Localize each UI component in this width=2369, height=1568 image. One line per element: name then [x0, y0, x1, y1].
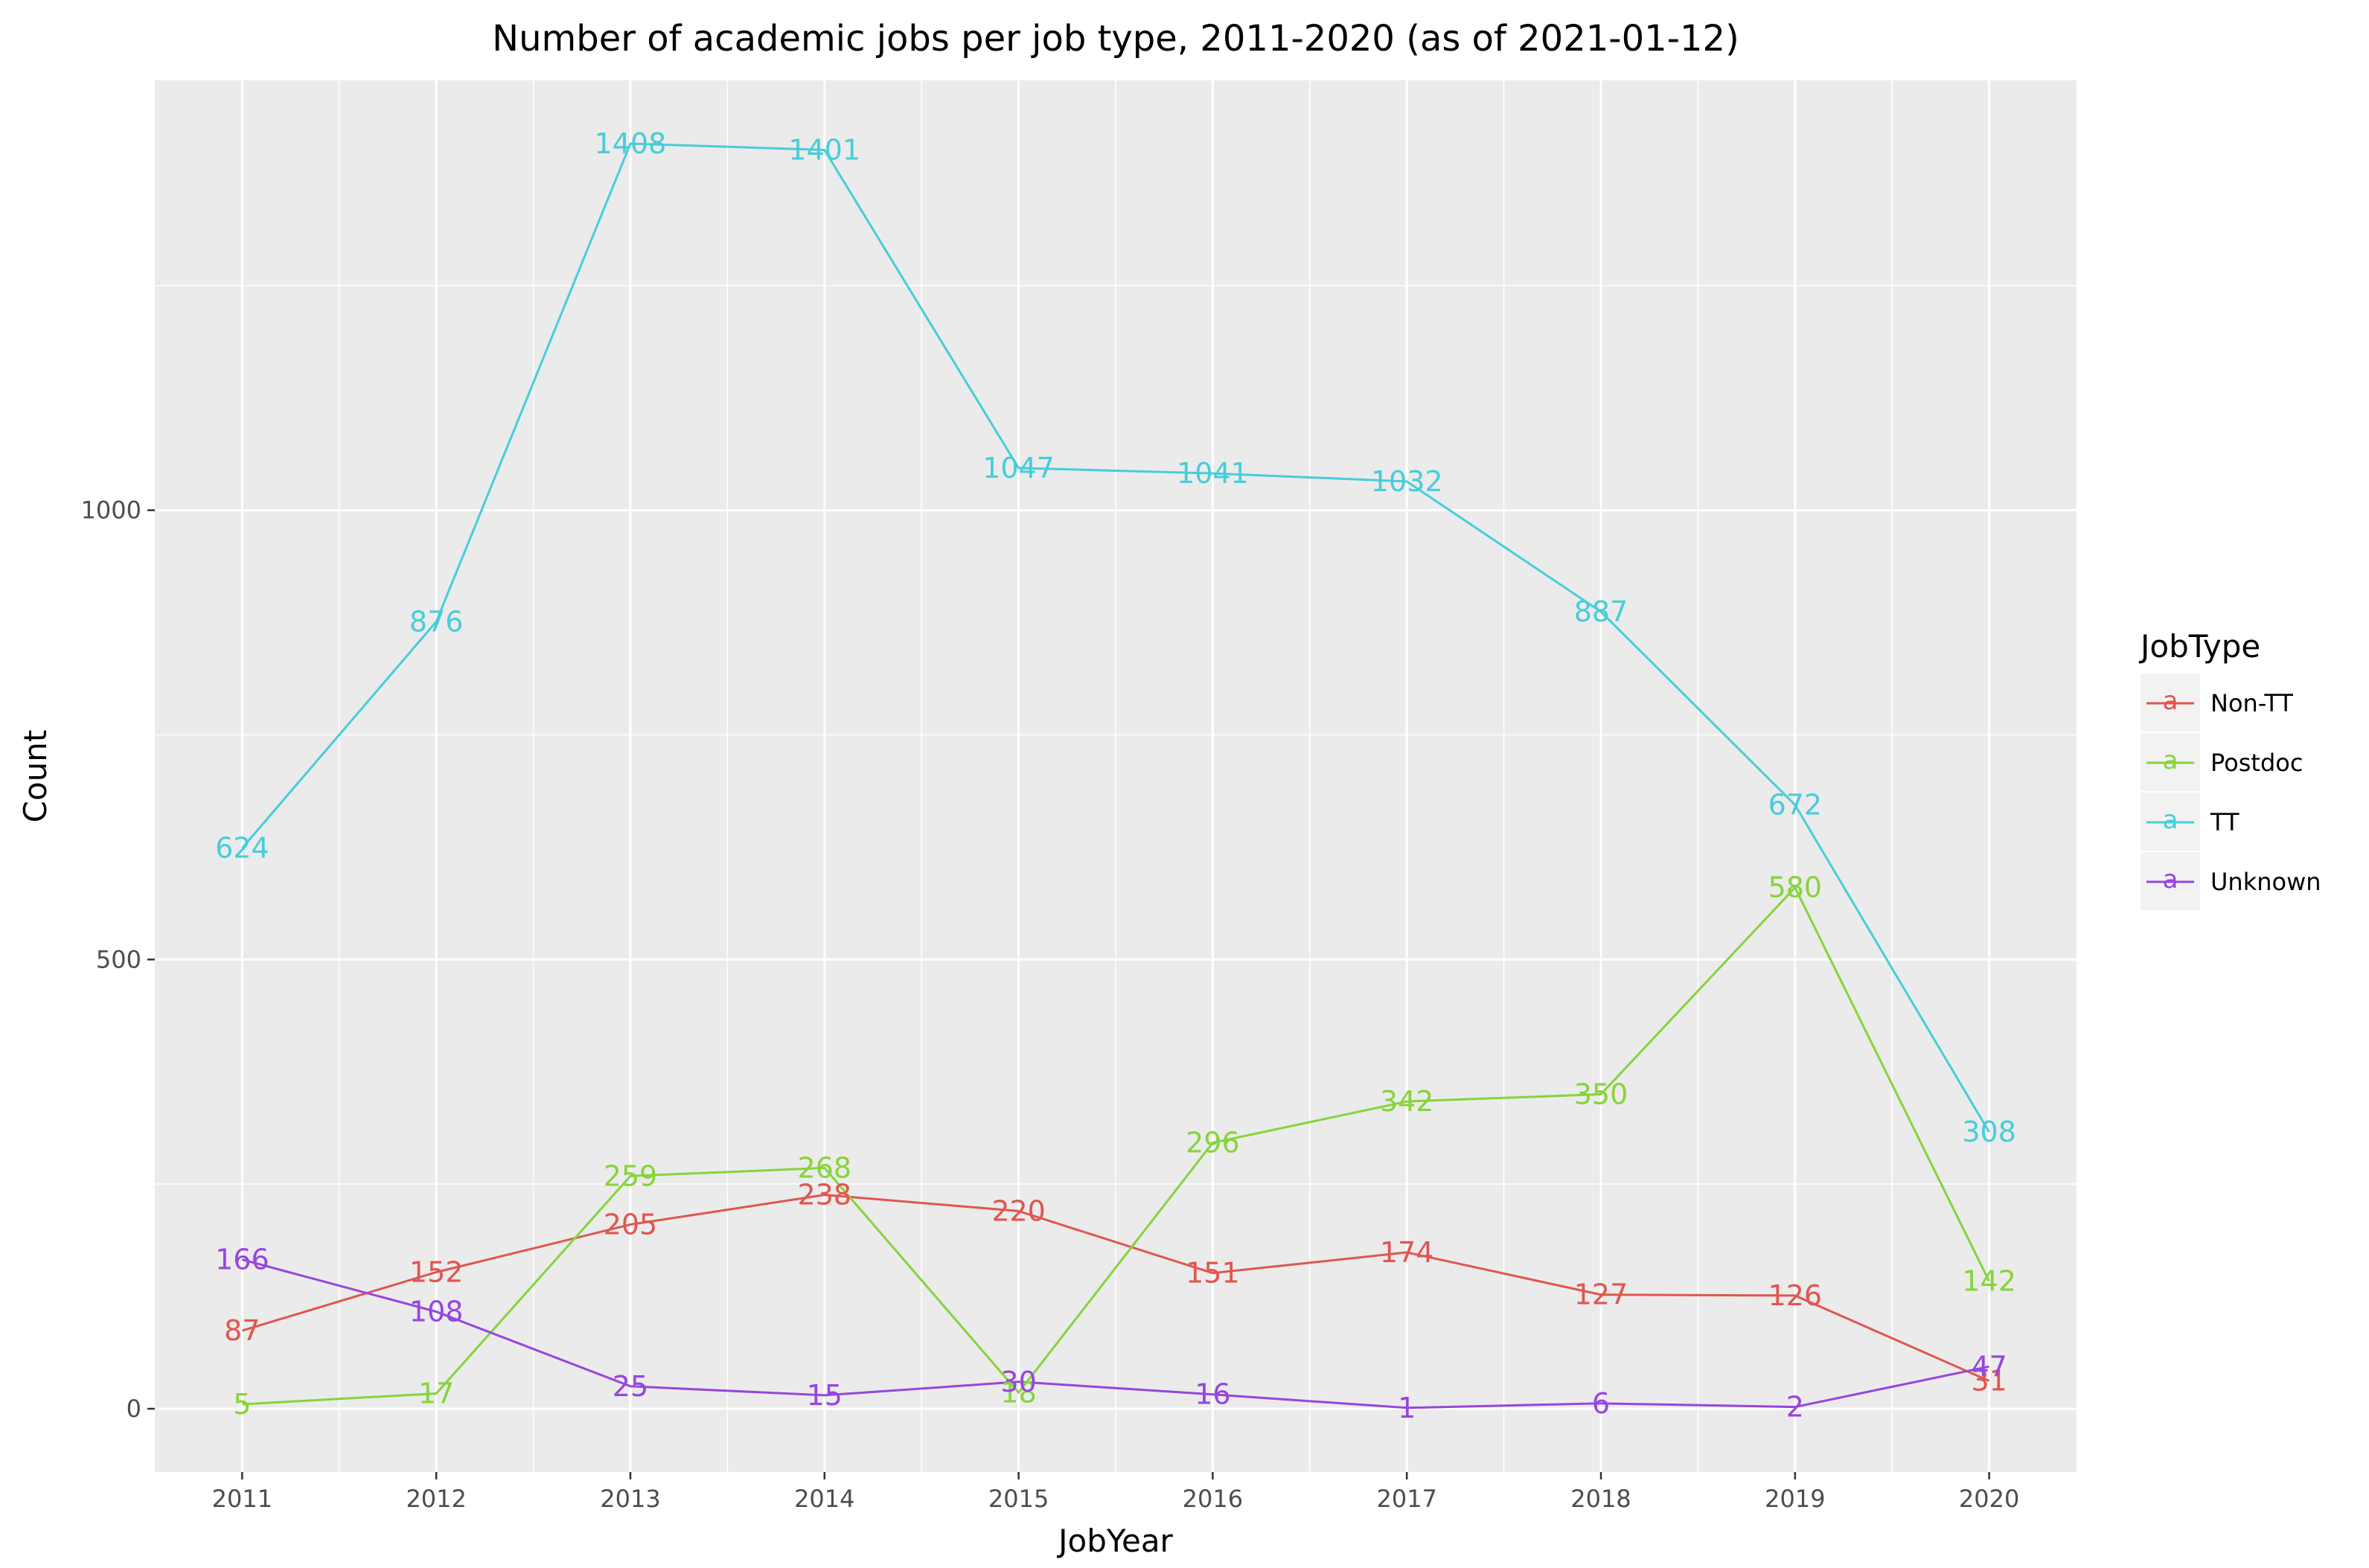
x-tick-label: 2017 — [1376, 1485, 1436, 1513]
legend-item-non-tt: a Non-TT — [2141, 673, 2293, 732]
legend-item-postdoc: a Postdoc — [2141, 733, 2303, 791]
series-lines — [241, 142, 1990, 1409]
data-label-non-tt: 87 — [224, 1314, 260, 1347]
x-tick-label: 2014 — [794, 1485, 854, 1513]
data-label-unknown: 6 — [1592, 1387, 1610, 1420]
legend-label: TT — [2210, 808, 2239, 836]
x-tick-label: 2016 — [1183, 1485, 1243, 1513]
data-label-tt: 1047 — [982, 452, 1055, 484]
legend-item-unknown: a Unknown — [2141, 852, 2321, 910]
legend-title: JobType — [2138, 628, 2260, 665]
data-label-tt: 308 — [1962, 1116, 2016, 1148]
data-label-postdoc: 296 — [1186, 1127, 1240, 1159]
data-label-tt: 1032 — [1371, 465, 1443, 498]
data-label-tt: 1041 — [1177, 457, 1249, 490]
series-line-non-tt — [241, 1194, 1990, 1382]
x-tick-label: 2015 — [988, 1485, 1049, 1513]
series-line-postdoc — [242, 886, 1990, 1406]
data-label-postdoc: 342 — [1380, 1085, 1434, 1118]
y-axis: 0 500 1000 — [81, 496, 155, 1423]
legend-label: Unknown — [2210, 868, 2321, 896]
chart-title: Number of academic jobs per job type, 20… — [492, 18, 1739, 60]
data-label-non-tt: 152 — [409, 1255, 464, 1288]
series-line-unknown — [242, 1258, 1989, 1409]
legend-item-tt: a TT — [2141, 793, 2239, 851]
major-gridlines — [155, 80, 2077, 1472]
data-label-unknown: 30 — [1000, 1366, 1036, 1398]
x-tick-label: 2012 — [406, 1485, 466, 1513]
data-label-postdoc: 5 — [233, 1388, 251, 1421]
x-tick-label: 2020 — [1959, 1485, 2019, 1513]
data-label-non-tt: 151 — [1186, 1257, 1240, 1290]
y-tick-label: 0 — [127, 1395, 141, 1423]
data-label-postdoc: 268 — [798, 1151, 852, 1184]
data-label-unknown: 108 — [409, 1296, 464, 1328]
y-tick-label: 1000 — [81, 496, 141, 525]
legend-label: Non-TT — [2210, 689, 2293, 717]
data-label-tt: 1408 — [595, 127, 667, 160]
data-label-unknown: 1 — [1398, 1392, 1416, 1424]
y-tick-label: 500 — [96, 945, 141, 973]
legend-key-glyph: a — [2163, 805, 2178, 835]
data-label-unknown: 16 — [1195, 1378, 1230, 1411]
data-label-tt: 1401 — [788, 133, 860, 166]
legend-label: Postdoc — [2210, 749, 2303, 777]
legend-key-glyph: a — [2163, 865, 2178, 895]
x-axis-title: JobYear — [1056, 1523, 1173, 1559]
data-label-non-tt: 127 — [1574, 1279, 1628, 1311]
legend-key-glyph: a — [2163, 686, 2178, 716]
data-label-non-tt: 31 — [1971, 1365, 2007, 1398]
data-label-tt: 672 — [1768, 789, 1823, 822]
data-label-tt: 876 — [409, 605, 464, 638]
minor-gridlines — [155, 80, 2077, 1472]
data-label-non-tt: 205 — [604, 1208, 658, 1241]
data-label-tt: 624 — [215, 832, 269, 865]
data-label-unknown: 15 — [807, 1379, 843, 1412]
data-label-postdoc: 18 — [1000, 1376, 1036, 1409]
data-label-unknown: 25 — [613, 1370, 648, 1403]
data-label-non-tt: 126 — [1768, 1279, 1823, 1312]
data-label-postdoc: 142 — [1962, 1265, 2016, 1298]
data-label-non-tt: 238 — [798, 1179, 852, 1212]
data-label-non-tt: 174 — [1380, 1236, 1434, 1269]
legend: JobType a Non-TT a Postdoc a TT a Unknown — [2138, 628, 2321, 910]
data-label-unknown: 2 — [1786, 1391, 1804, 1424]
x-tick-label: 2011 — [212, 1485, 272, 1513]
data-label-postdoc: 17 — [418, 1377, 454, 1409]
x-axis: 2011 2012 2013 2014 2015 2016 2017 2018 2019 2020 — [212, 1472, 2019, 1513]
data-label-postdoc: 580 — [1768, 871, 1823, 904]
x-tick-label: 2019 — [1765, 1485, 1825, 1513]
data-label-unknown: 166 — [215, 1244, 269, 1276]
y-axis-title: Count — [17, 730, 54, 823]
legend-key-glyph: a — [2163, 746, 2178, 775]
data-label-non-tt: 220 — [991, 1194, 1046, 1227]
data-label-postdoc: 350 — [1574, 1078, 1628, 1110]
x-tick-label: 2013 — [600, 1485, 660, 1513]
data-label-postdoc: 259 — [604, 1159, 658, 1192]
series-line-tt — [241, 142, 1990, 1133]
data-label-unknown: 47 — [1971, 1350, 2007, 1383]
x-tick-label: 2018 — [1570, 1485, 1631, 1513]
data-label-tt: 887 — [1574, 595, 1628, 628]
